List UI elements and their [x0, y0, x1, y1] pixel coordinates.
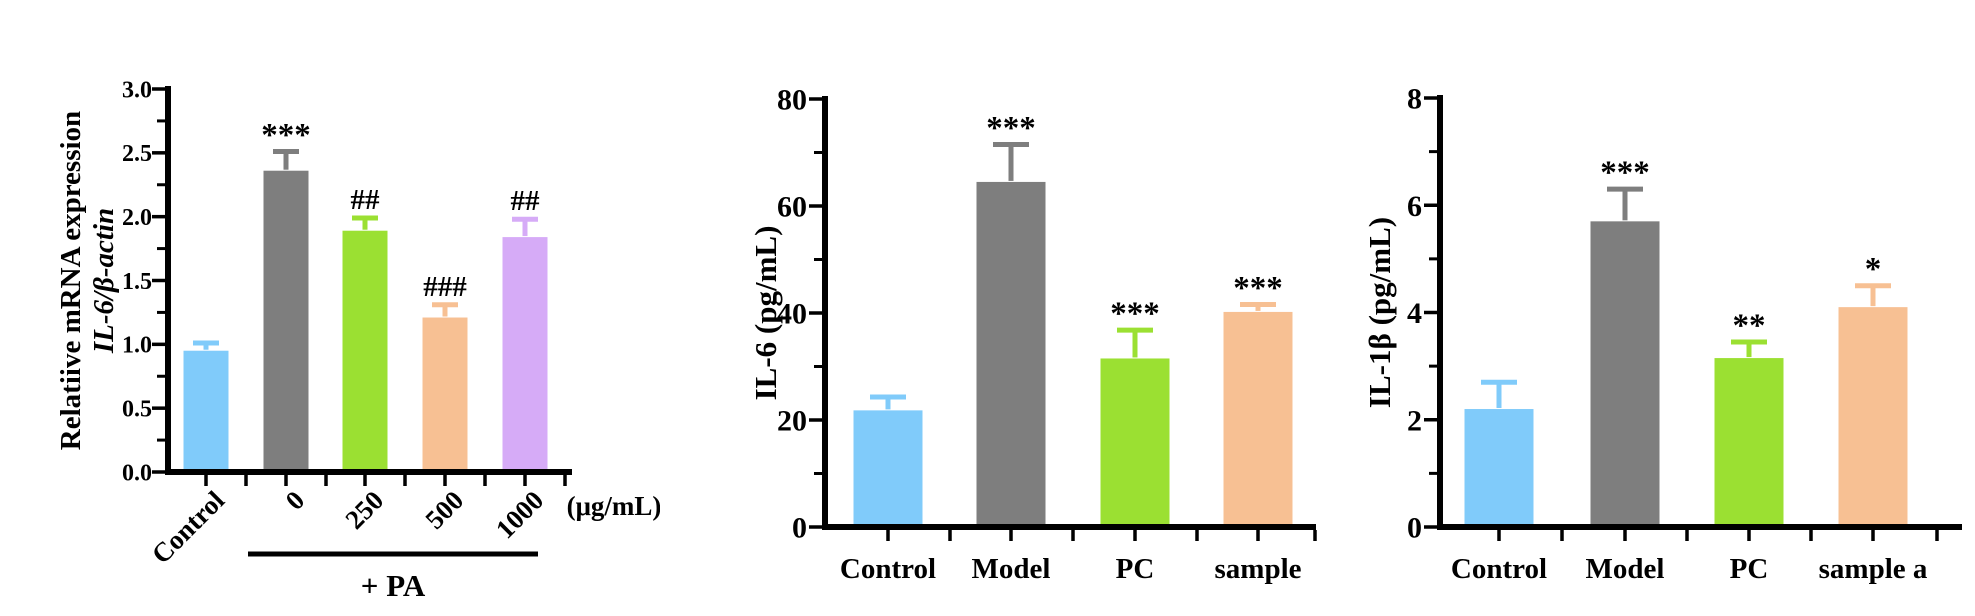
y-tick-label: 1.0 — [122, 333, 152, 359]
sig-label-Model: *** — [1600, 155, 1650, 191]
sig-label-0: *** — [261, 118, 311, 154]
il6-mrna-plot: Control *** 0 ## 250 ### 500 ## 1000 0.0 0.5 1.0 1.5… — [55, 77, 661, 603]
bar-Control — [183, 350, 229, 472]
bar-sample a — [1838, 307, 1908, 527]
bar-sample — [1223, 311, 1293, 527]
y-axis-title-line1: Relatiive mRNA expression — [55, 111, 87, 450]
y-tick-label: 0 — [1407, 512, 1422, 545]
y-tick-label: 0 — [792, 512, 807, 545]
sig-label-1000: ## — [511, 185, 541, 217]
y-axis-title-line2: IL-6/β-actin — [88, 208, 120, 354]
y-tick-label: 0.5 — [122, 397, 152, 423]
y-tick-label: 6 — [1407, 190, 1422, 223]
y-tick-label: 1.5 — [122, 269, 152, 295]
sig-label-500: ### — [423, 271, 467, 303]
y-tick-label: 4 — [1407, 297, 1422, 330]
x-label-Control: Control — [146, 485, 231, 570]
bar-Model — [976, 181, 1046, 528]
y-tick-label: 60 — [777, 191, 807, 224]
x-label-0: 0 — [279, 485, 310, 516]
chart-il1b-elisa: Control *** Model ** PC * sample a 0 2 4 6 8 IL-1β (… — [1320, 0, 1975, 616]
bar-PC — [1714, 358, 1784, 527]
y-tick-label: 2.5 — [122, 141, 152, 167]
x-label-Model: Model — [972, 553, 1051, 585]
x-label-sample a: sample a — [1819, 553, 1928, 585]
bar-250 — [342, 230, 388, 472]
y-axis-title: IL-6 (pg/mL) — [748, 226, 783, 401]
x-label-500: 500 — [419, 485, 469, 535]
bar-Control — [1464, 409, 1534, 527]
y-tick-label: 40 — [777, 298, 807, 331]
il6-elisa-plot: Control *** Model *** PC *** sample 0 20 40 60 80 IL… — [748, 84, 1317, 585]
y-tick-label: 3.0 — [122, 77, 152, 103]
bar-PC — [1100, 358, 1170, 527]
il1b-elisa-plot: Control *** Model ** PC * sample a 0 2 4 6 8 IL-1β (… — [1362, 83, 1962, 585]
y-tick-label: 2.0 — [122, 205, 152, 231]
bar-0 — [263, 170, 309, 472]
y-tick-label: 80 — [777, 84, 807, 117]
y-axis-title: IL-1β (pg/mL) — [1362, 217, 1397, 408]
y-tick-label: 2 — [1407, 404, 1422, 437]
sig-label-250: ## — [351, 184, 381, 216]
chart-il6-elisa: Control *** Model *** PC *** sample 0 20 40 60 80 IL… — [660, 0, 1320, 616]
x-label-Control: Control — [1451, 553, 1547, 585]
x-axis-unit-label: (μg/mL) — [567, 491, 660, 521]
x-label-Model: Model — [1586, 553, 1665, 585]
bar-1000 — [502, 237, 548, 472]
bar-500 — [422, 317, 468, 472]
x-label-1000: 1000 — [490, 485, 549, 544]
sig-label-sample a: * — [1865, 252, 1882, 288]
x-label-PC: PC — [1730, 553, 1769, 585]
y-tick-label: 0.0 — [122, 460, 152, 486]
x-label-PC: PC — [1116, 553, 1155, 585]
y-tick-label: 8 — [1407, 83, 1422, 116]
x-label-250: 250 — [339, 485, 389, 535]
chart-il6-mrna-expression: Control *** 0 ## 250 ### 500 ## 1000 0.0 0.5 1.0 1.5… — [0, 0, 661, 616]
sig-label-PC: *** — [1110, 296, 1160, 332]
sig-label-sample: *** — [1233, 270, 1283, 306]
sig-label-Model: *** — [986, 110, 1036, 146]
x-label-sample: sample — [1215, 553, 1302, 585]
sig-label-PC: ** — [1733, 308, 1766, 344]
y-tick-label: 20 — [777, 405, 807, 438]
x-label-Control: Control — [840, 553, 936, 585]
bar-Model — [1590, 221, 1660, 527]
bar-Control — [853, 410, 923, 527]
group-bracket-label: + PA — [361, 568, 426, 603]
